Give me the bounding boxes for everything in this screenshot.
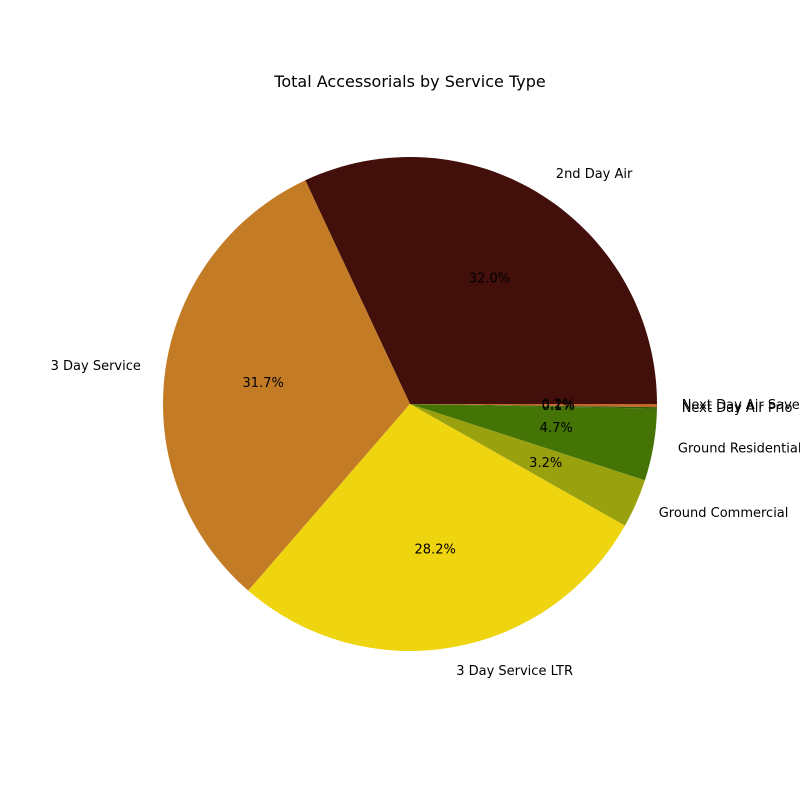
slice-label-2nd-day-air: 2nd Day Air <box>556 167 633 182</box>
pie-slice-2nd-day-air <box>305 157 657 404</box>
slice-percent-ground-residential: 4.7% <box>540 421 573 436</box>
slice-label-ground-residential: Ground Residential <box>678 442 800 457</box>
pie-slice-ground-commercial <box>410 404 645 526</box>
slice-percent-next-day-air-prio: 0.1% <box>542 399 575 414</box>
pie-slice-ground-residential <box>410 404 657 481</box>
slice-label-3-day-service-ltr: 3 Day Service LTR <box>456 664 573 679</box>
slice-percent-ground-commercial: 3.2% <box>529 456 562 471</box>
slice-label-next-day-air-saver: Next Day Air Saver <box>682 398 800 413</box>
slice-percent-next-day-air-saver: 0.2% <box>542 397 575 412</box>
pie-slice-3-day-service <box>163 180 410 591</box>
slice-percent-3-day-service: 31.7% <box>243 376 284 391</box>
chart-title: Total Accessorials by Service Type <box>274 72 546 91</box>
pie-slice-next-day-air-prio <box>410 404 657 409</box>
pie-slice-next-day-air-saver <box>410 404 657 408</box>
slice-percent-3-day-service-ltr: 28.2% <box>415 543 456 558</box>
pie-labels: 2nd Day Air 32.0% 3 Day Service 31.7% 3 Day … <box>51 167 800 679</box>
slice-label-ground-commercial: Ground Commercial <box>659 506 789 521</box>
pie-slice-3-day-service-ltr <box>248 404 625 651</box>
pie-slices <box>163 157 657 651</box>
slice-label-3-day-service: 3 Day Service <box>51 359 141 374</box>
slice-label-next-day-air-prio: Next Day Air Prio <box>682 401 793 416</box>
slice-percent-2nd-day-air: 32.0% <box>469 272 510 287</box>
